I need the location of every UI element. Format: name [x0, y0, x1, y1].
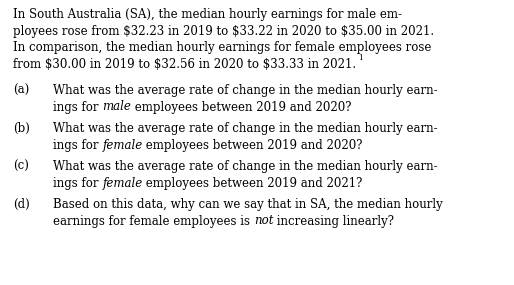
Text: earnings for female employees is: earnings for female employees is — [53, 215, 254, 227]
Text: employees between 2019 and 2020?: employees between 2019 and 2020? — [131, 101, 352, 113]
Text: What was the average rate of change in the median hourly earn-: What was the average rate of change in t… — [53, 122, 437, 135]
Text: ings for: ings for — [53, 176, 102, 190]
Text: ployees rose from $32.23 in 2019 to $33.22 in 2020 to $35.00 in 2021.: ployees rose from $32.23 in 2019 to $33.… — [13, 25, 434, 38]
Text: What was the average rate of change in the median hourly earn-: What was the average rate of change in t… — [53, 160, 437, 173]
Text: In comparison, the median hourly earnings for female employees rose: In comparison, the median hourly earning… — [13, 41, 431, 54]
Text: (a): (a) — [13, 84, 29, 97]
Text: Based on this data, why can we say that in SA, the median hourly: Based on this data, why can we say that … — [53, 198, 443, 211]
Text: increasing linearly?: increasing linearly? — [273, 215, 394, 227]
Text: ings for: ings for — [53, 139, 102, 152]
Text: (b): (b) — [13, 122, 30, 135]
Text: (d): (d) — [13, 198, 30, 211]
Text: female: female — [102, 139, 142, 152]
Text: not: not — [254, 215, 273, 227]
Text: male: male — [102, 101, 131, 113]
Text: employees between 2019 and 2020?: employees between 2019 and 2020? — [142, 139, 363, 152]
Text: 1: 1 — [358, 54, 363, 62]
Text: employees between 2019 and 2021?: employees between 2019 and 2021? — [142, 176, 363, 190]
Text: (c): (c) — [13, 160, 29, 173]
Text: ings for: ings for — [53, 101, 102, 113]
Text: In South Australia (SA), the median hourly earnings for male em-: In South Australia (SA), the median hour… — [13, 8, 402, 21]
Text: female: female — [102, 176, 142, 190]
Text: from $30.00 in 2019 to $32.56 in 2020 to $33.33 in 2021.: from $30.00 in 2019 to $32.56 in 2020 to… — [13, 58, 356, 70]
Text: What was the average rate of change in the median hourly earn-: What was the average rate of change in t… — [53, 84, 437, 97]
